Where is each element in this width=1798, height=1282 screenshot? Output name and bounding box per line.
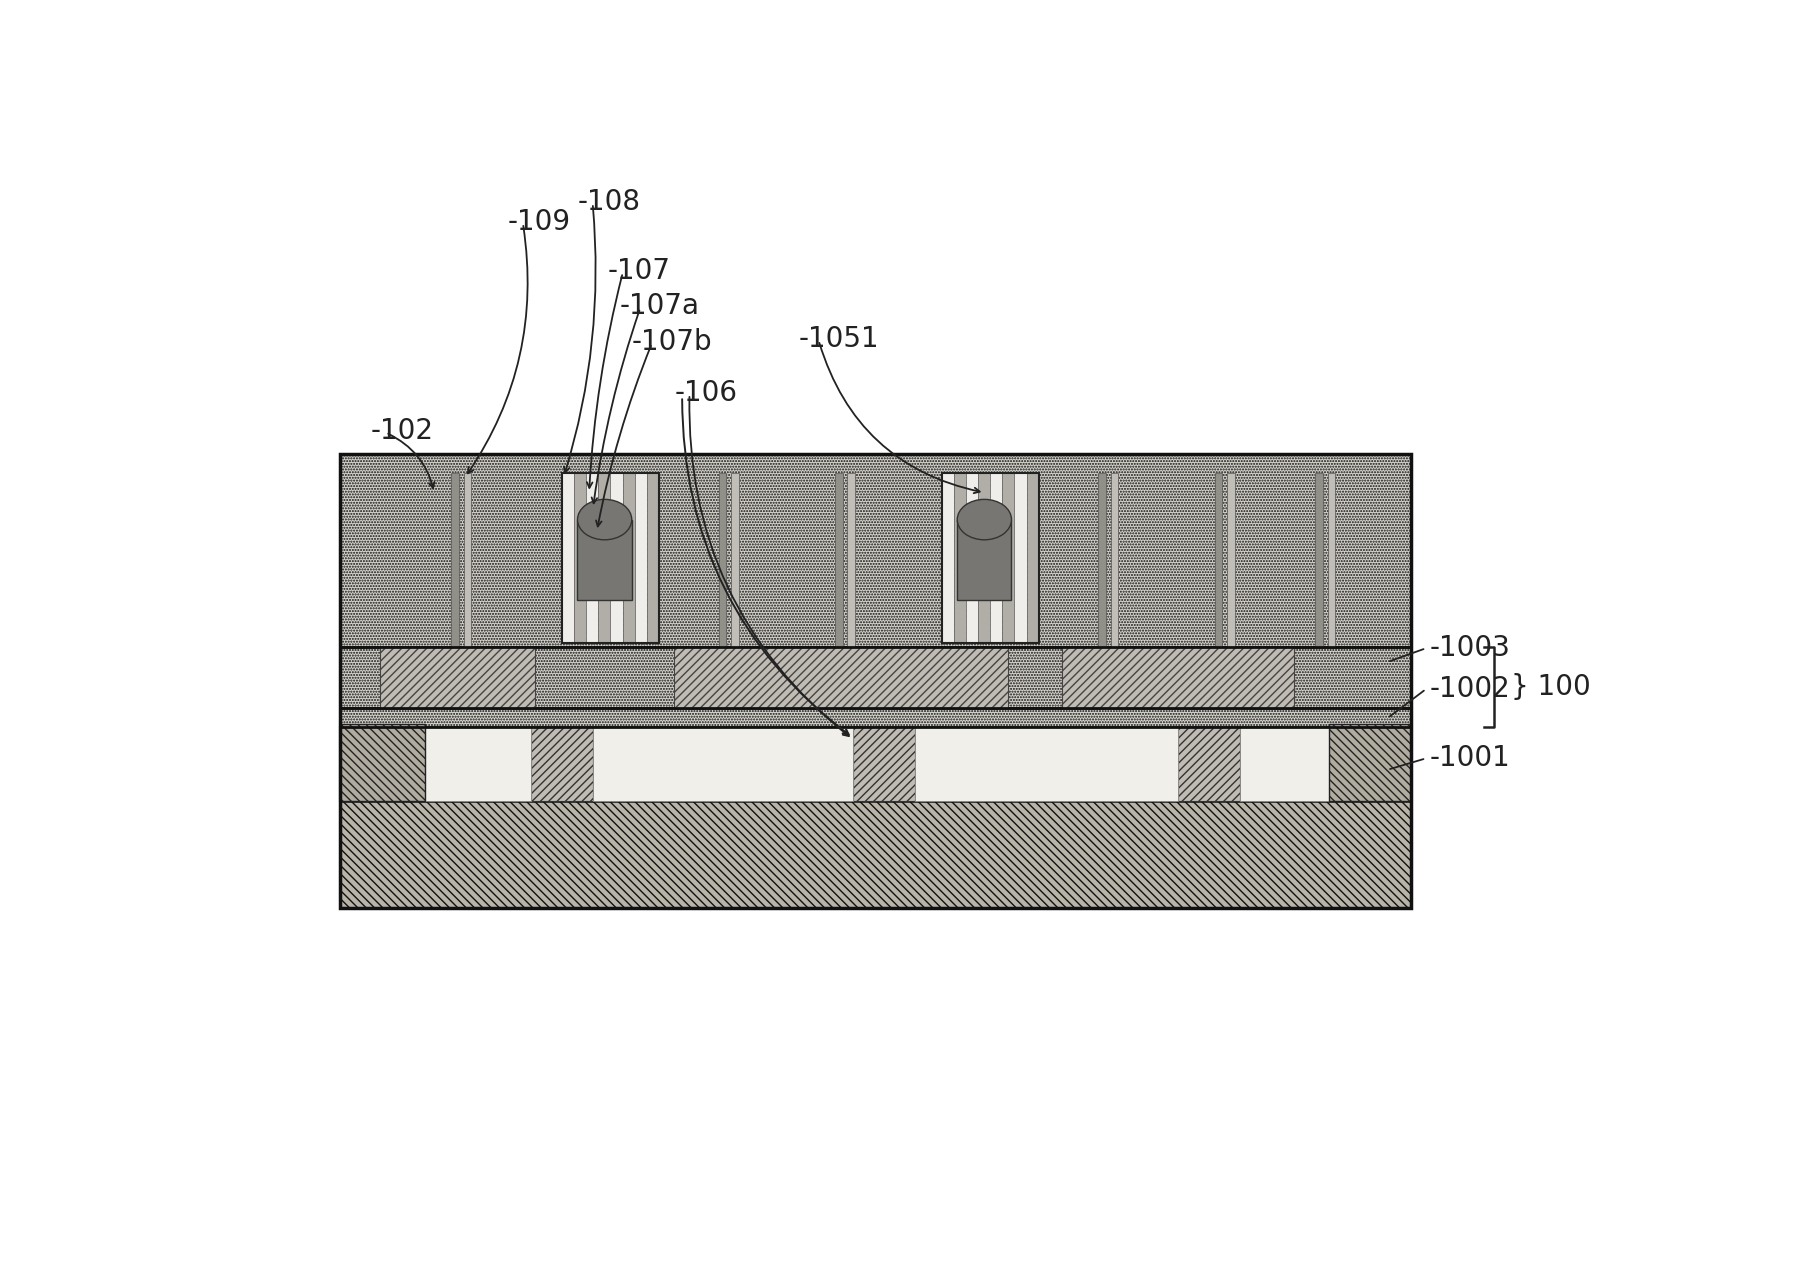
Text: -1001: -1001 bbox=[1429, 745, 1510, 772]
Bar bbox=[957, 519, 1010, 600]
Bar bbox=[340, 646, 1410, 708]
Bar bbox=[1027, 473, 1037, 642]
Bar bbox=[622, 473, 635, 642]
Ellipse shape bbox=[957, 500, 1010, 540]
Bar bbox=[834, 473, 841, 646]
Bar bbox=[340, 454, 1410, 646]
Bar bbox=[561, 473, 658, 642]
Bar bbox=[1214, 473, 1221, 646]
Bar bbox=[1061, 646, 1293, 708]
Bar bbox=[561, 473, 574, 642]
Bar bbox=[966, 473, 978, 642]
Text: -1002: -1002 bbox=[1429, 676, 1510, 703]
Bar bbox=[717, 473, 726, 646]
Bar bbox=[1239, 727, 1329, 801]
Bar bbox=[340, 727, 1410, 801]
Bar bbox=[1329, 723, 1410, 801]
Bar bbox=[340, 801, 1410, 909]
Text: -107a: -107a bbox=[620, 292, 699, 320]
Bar bbox=[574, 473, 586, 642]
Bar bbox=[340, 708, 1410, 727]
Text: -108: -108 bbox=[577, 187, 640, 215]
Bar bbox=[978, 473, 989, 642]
Text: -102: -102 bbox=[370, 417, 433, 445]
Bar bbox=[1226, 473, 1233, 646]
Bar bbox=[847, 473, 854, 646]
Text: -106: -106 bbox=[674, 378, 737, 406]
Bar bbox=[913, 727, 1178, 801]
Bar bbox=[1329, 727, 1410, 801]
Text: } 100: } 100 bbox=[1510, 673, 1589, 701]
Bar bbox=[1001, 473, 1014, 642]
Bar bbox=[674, 646, 1007, 708]
Bar bbox=[340, 454, 1410, 909]
Ellipse shape bbox=[577, 500, 631, 540]
Bar bbox=[940, 473, 1037, 642]
Bar bbox=[1327, 473, 1334, 646]
Text: -107b: -107b bbox=[631, 328, 712, 355]
Bar bbox=[610, 473, 622, 642]
Text: -107: -107 bbox=[608, 256, 671, 285]
Bar bbox=[1109, 473, 1118, 646]
Bar bbox=[577, 519, 631, 600]
Bar bbox=[530, 727, 593, 801]
Bar bbox=[647, 473, 658, 642]
Bar bbox=[340, 723, 424, 801]
Text: -1003: -1003 bbox=[1429, 635, 1510, 663]
Bar bbox=[340, 727, 424, 801]
Bar bbox=[852, 727, 913, 801]
Bar bbox=[635, 473, 647, 642]
Bar bbox=[451, 473, 458, 646]
Bar bbox=[1178, 727, 1239, 801]
Bar bbox=[940, 473, 953, 642]
Bar bbox=[953, 473, 966, 642]
Bar bbox=[586, 473, 599, 642]
Text: -1051: -1051 bbox=[798, 324, 879, 353]
Bar bbox=[379, 646, 534, 708]
Bar bbox=[730, 473, 739, 646]
Bar bbox=[599, 473, 610, 642]
Bar bbox=[1314, 473, 1322, 646]
Bar bbox=[989, 473, 1001, 642]
Text: -109: -109 bbox=[507, 208, 570, 236]
Bar bbox=[1099, 473, 1106, 646]
Bar bbox=[464, 473, 471, 646]
Bar bbox=[424, 727, 530, 801]
Bar bbox=[593, 727, 852, 801]
Bar bbox=[1014, 473, 1027, 642]
